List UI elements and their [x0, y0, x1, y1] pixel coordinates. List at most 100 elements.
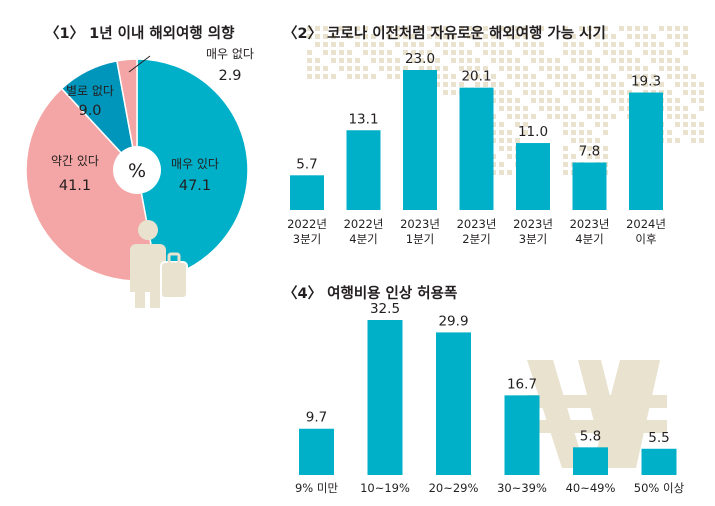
map-dot: [443, 50, 448, 55]
map-dot: [539, 90, 544, 95]
bar-value-label: 13.1: [348, 111, 378, 127]
map-dot: [403, 50, 408, 55]
bar-category-label: 2024년: [626, 217, 666, 231]
map-dot: [675, 42, 680, 47]
map-dot: [675, 66, 680, 71]
map-dot: [419, 26, 424, 31]
map-dot: [355, 66, 360, 71]
map-dot: [547, 90, 552, 95]
map-dot: [499, 106, 504, 111]
map-dot: [587, 138, 592, 143]
map-dot: [699, 130, 704, 135]
map-dot: [683, 26, 688, 31]
map-dot: [683, 122, 688, 127]
map-dot: [451, 58, 456, 63]
map-dot: [571, 122, 576, 127]
map-dot: [587, 146, 592, 151]
map-dot: [363, 26, 368, 31]
map-dot: [523, 66, 528, 71]
map-dot: [387, 66, 392, 71]
won-sign-decoration: [527, 360, 667, 468]
map-dot: [507, 98, 512, 103]
map-dot: [603, 130, 608, 135]
map-dot: [459, 82, 464, 87]
bar-chart-4: 9.7 9% 미만 32.5 10~19% 29.9 20~29% 16.7 30~39% 5.…: [295, 301, 685, 495]
bar: [641, 448, 677, 475]
map-dot: [435, 42, 440, 47]
map-dot: [443, 42, 448, 47]
map-dot: [595, 114, 600, 119]
pie-slice: [136, 58, 249, 280]
map-dot: [307, 26, 312, 31]
map-dot: [515, 98, 520, 103]
map-dot: [307, 50, 312, 55]
map-dot: [579, 26, 584, 31]
bar-chart-4-title: 〈4〉 여행비용 인상 허용폭: [283, 284, 457, 302]
map-dot: [627, 66, 632, 71]
map-dot: [659, 50, 664, 55]
bar: [516, 143, 550, 210]
map-dot: [571, 114, 576, 119]
map-dot: [379, 42, 384, 47]
map-dot: [643, 74, 648, 79]
map-dot: [611, 34, 616, 39]
map-dot: [459, 66, 464, 71]
bar-value-label: 5.5: [648, 430, 669, 446]
bar-category-label: 4분기: [349, 232, 377, 246]
map-dot: [355, 34, 360, 39]
map-dot: [539, 50, 544, 55]
map-dot: [587, 130, 592, 135]
map-dot: [635, 42, 640, 47]
map-dot: [675, 106, 680, 111]
map-dot: [659, 42, 664, 47]
map-dot: [523, 122, 528, 127]
map-dot: [475, 34, 480, 39]
map-dot: [315, 58, 320, 63]
map-dot: [611, 74, 616, 79]
map-dot: [315, 74, 320, 79]
map-dot: [571, 82, 576, 87]
map-dot: [507, 138, 512, 143]
map-dot: [571, 74, 576, 79]
map-dot: [555, 114, 560, 119]
map-dot: [651, 74, 656, 79]
map-dot: [507, 106, 512, 111]
map-dot: [651, 34, 656, 39]
bar-chart-2-title: 〈2〉 코로나 이전처럼 자유로운 해외여행 가능 시기: [283, 24, 606, 42]
map-dot: [459, 58, 464, 63]
bar-value-label: 32.5: [370, 301, 400, 317]
map-dot: [555, 106, 560, 111]
map-dot: [611, 90, 616, 95]
map-dot: [395, 66, 400, 71]
map-dot: [579, 42, 584, 47]
map-dot: [667, 90, 672, 95]
map-dot: [523, 42, 528, 47]
map-dot: [499, 146, 504, 151]
map-dot: [635, 26, 640, 31]
pie-slice-label: 매우 있다: [171, 157, 219, 171]
map-dot: [627, 90, 632, 95]
map-dot: [563, 66, 568, 71]
map-dot: [635, 66, 640, 71]
bar-category-label: 2023년: [457, 217, 497, 231]
map-dot: [307, 34, 312, 39]
map-dot: [595, 154, 600, 159]
map-dot: [467, 50, 472, 55]
bar-value-label: 5.7: [296, 156, 317, 172]
map-dot: [563, 146, 568, 151]
map-dot: [563, 90, 568, 95]
bar-value-label: 19.3: [631, 74, 661, 90]
map-dot: [643, 90, 648, 95]
map-dot: [571, 138, 576, 143]
map-dot: [443, 26, 448, 31]
map-dot: [507, 50, 512, 55]
bar-chart-2: 5.72022년3분기13.12022년4분기23.02023년1분기20.12…: [287, 51, 666, 246]
map-dot: [547, 114, 552, 119]
map-dot: [475, 58, 480, 63]
bar: [403, 70, 437, 210]
map-dot: [611, 50, 616, 55]
map-dot: [547, 66, 552, 71]
map-dot: [443, 66, 448, 71]
map-dot: [339, 50, 344, 55]
